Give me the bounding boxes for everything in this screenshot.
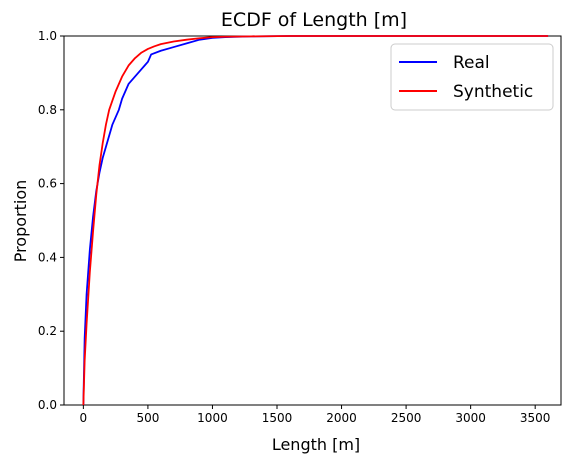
x-tick-label: 0 — [80, 411, 88, 425]
y-tick-label: 1.0 — [38, 29, 57, 43]
y-axis-label: Proportion — [11, 180, 30, 263]
legend: Real Synthetic — [390, 43, 554, 111]
x-tick-label: 2500 — [391, 411, 422, 425]
series-layer — [82, 35, 549, 406]
y-tick-label: 0.0 — [38, 398, 57, 412]
x-axis: 0 500 1000 1500 2000 2500 3000 3500 — [80, 405, 551, 425]
x-tick-label: 500 — [136, 411, 159, 425]
y-tick-label: 0.4 — [38, 250, 57, 264]
x-tick-label: 3500 — [520, 411, 551, 425]
legend-label-real: Real — [453, 53, 490, 73]
plot-area — [63, 35, 562, 406]
legend-label-synthetic: Synthetic — [453, 82, 533, 102]
legend-entries: Real Synthetic — [399, 53, 533, 102]
y-tick-label: 0.6 — [38, 177, 57, 191]
y-axis: 0.0 0.2 0.4 0.6 0.8 1.0 — [38, 29, 64, 412]
legend-box — [390, 43, 554, 111]
x-tick-label: 1000 — [197, 411, 228, 425]
x-axis-label: Length [m] — [272, 435, 360, 454]
chart-title: ECDF of Length [m] — [221, 9, 407, 31]
y-tick-label: 0.8 — [38, 103, 57, 117]
x-tick-label: 2000 — [326, 411, 357, 425]
series-line-synthetic — [82, 35, 549, 406]
y-tick-label: 0.2 — [38, 324, 57, 338]
x-tick-label: 3000 — [455, 411, 486, 425]
x-tick-label: 1500 — [262, 411, 293, 425]
